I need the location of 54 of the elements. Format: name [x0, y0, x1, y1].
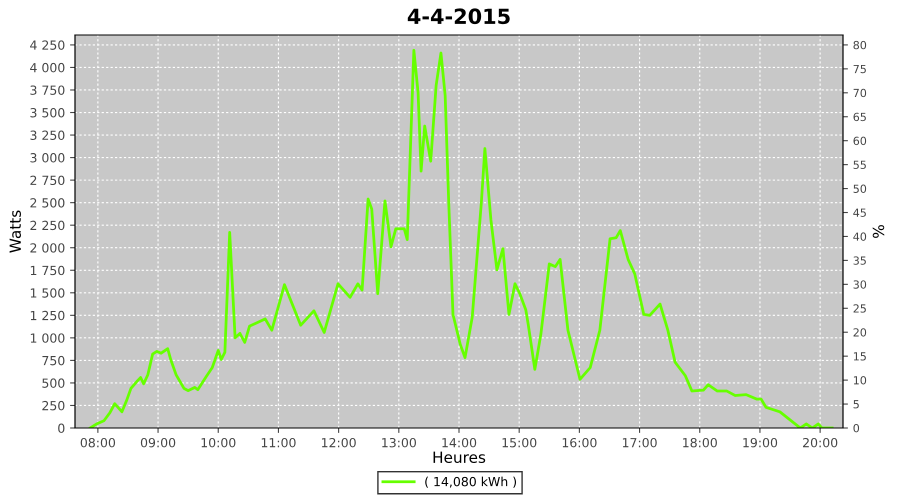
y-tick-label: 1 500: [30, 288, 64, 298]
y-tick-label: 500: [42, 378, 64, 388]
y2-tick-label: 20: [854, 328, 866, 337]
y2-tick-label: 10: [854, 376, 866, 384]
y-tick-label: 3 750: [30, 85, 64, 95]
x-tick-label: 08:00: [80, 438, 116, 448]
x-tick-label: 15:00: [502, 438, 536, 448]
y2-tick-label: 70: [854, 88, 866, 98]
y2-tick-label: 25: [854, 304, 866, 313]
y2-tick-label: 35: [854, 256, 866, 265]
y-tick-label: 1 000: [30, 333, 64, 343]
y-tick-label: 1 250: [30, 310, 64, 320]
y-tick-label: 3 500: [30, 108, 64, 118]
y-tick-label: 3 000: [30, 153, 64, 163]
x-tick-label: 14:00: [442, 438, 476, 448]
y-tick-label: 3 250: [30, 130, 64, 140]
y-axis-title: Watts: [10, 210, 21, 253]
y-tick-label: 1 750: [30, 266, 64, 276]
y-tick-label: 0: [58, 423, 64, 433]
y2-tick-label: 0: [853, 424, 860, 432]
y2-tick-label: 15: [854, 352, 866, 361]
y-tick-label: 2 000: [30, 243, 64, 253]
x-tick-label: 18:00: [683, 438, 717, 448]
x-tick-label: 12:00: [322, 438, 356, 448]
y2-tick-label: 5: [854, 400, 859, 408]
y2-tick-label: 65: [854, 112, 866, 122]
x-tick-label: 11:00: [262, 438, 296, 448]
y2-tick-label: 75: [854, 64, 866, 74]
y-tick-label: 2 250: [30, 220, 64, 230]
legend-label: ( 14,080 kWh ): [425, 476, 516, 488]
x-tick-label: 20:00: [803, 438, 838, 448]
y-tick-label: 750: [42, 356, 64, 366]
x-tick-label: 17:00: [622, 438, 657, 448]
line-series: [88, 48, 834, 428]
chart-title: 4-4-2015: [408, 8, 510, 24]
x-tick-label: 19:00: [743, 438, 778, 448]
y-tick-label: 4 000: [30, 62, 64, 72]
y2-tick-label: 80: [853, 40, 866, 50]
y2-tick-label: 60: [854, 136, 866, 146]
y2-tick-label: 40: [853, 232, 866, 241]
y2-tick-label: 30: [854, 280, 866, 289]
y2-axis-title: %: [872, 225, 884, 238]
x-tick-label: 10:00: [202, 438, 236, 448]
y-tick-label: 2 500: [30, 198, 64, 208]
x-tick-label: 16:00: [562, 438, 597, 448]
x-axis-title: Heures: [434, 452, 486, 464]
y-tick-label: 2 750: [30, 176, 64, 186]
y-tick-label: 4 250: [30, 40, 64, 50]
x-tick-label: 13:00: [382, 438, 416, 448]
y2-tick-label: 55: [854, 160, 866, 170]
y2-tick-label: 45: [853, 208, 866, 217]
y-tick-label: 250: [42, 400, 64, 410]
x-tick-label: 09:00: [140, 438, 176, 448]
y2-tick-label: 50: [854, 184, 866, 193]
